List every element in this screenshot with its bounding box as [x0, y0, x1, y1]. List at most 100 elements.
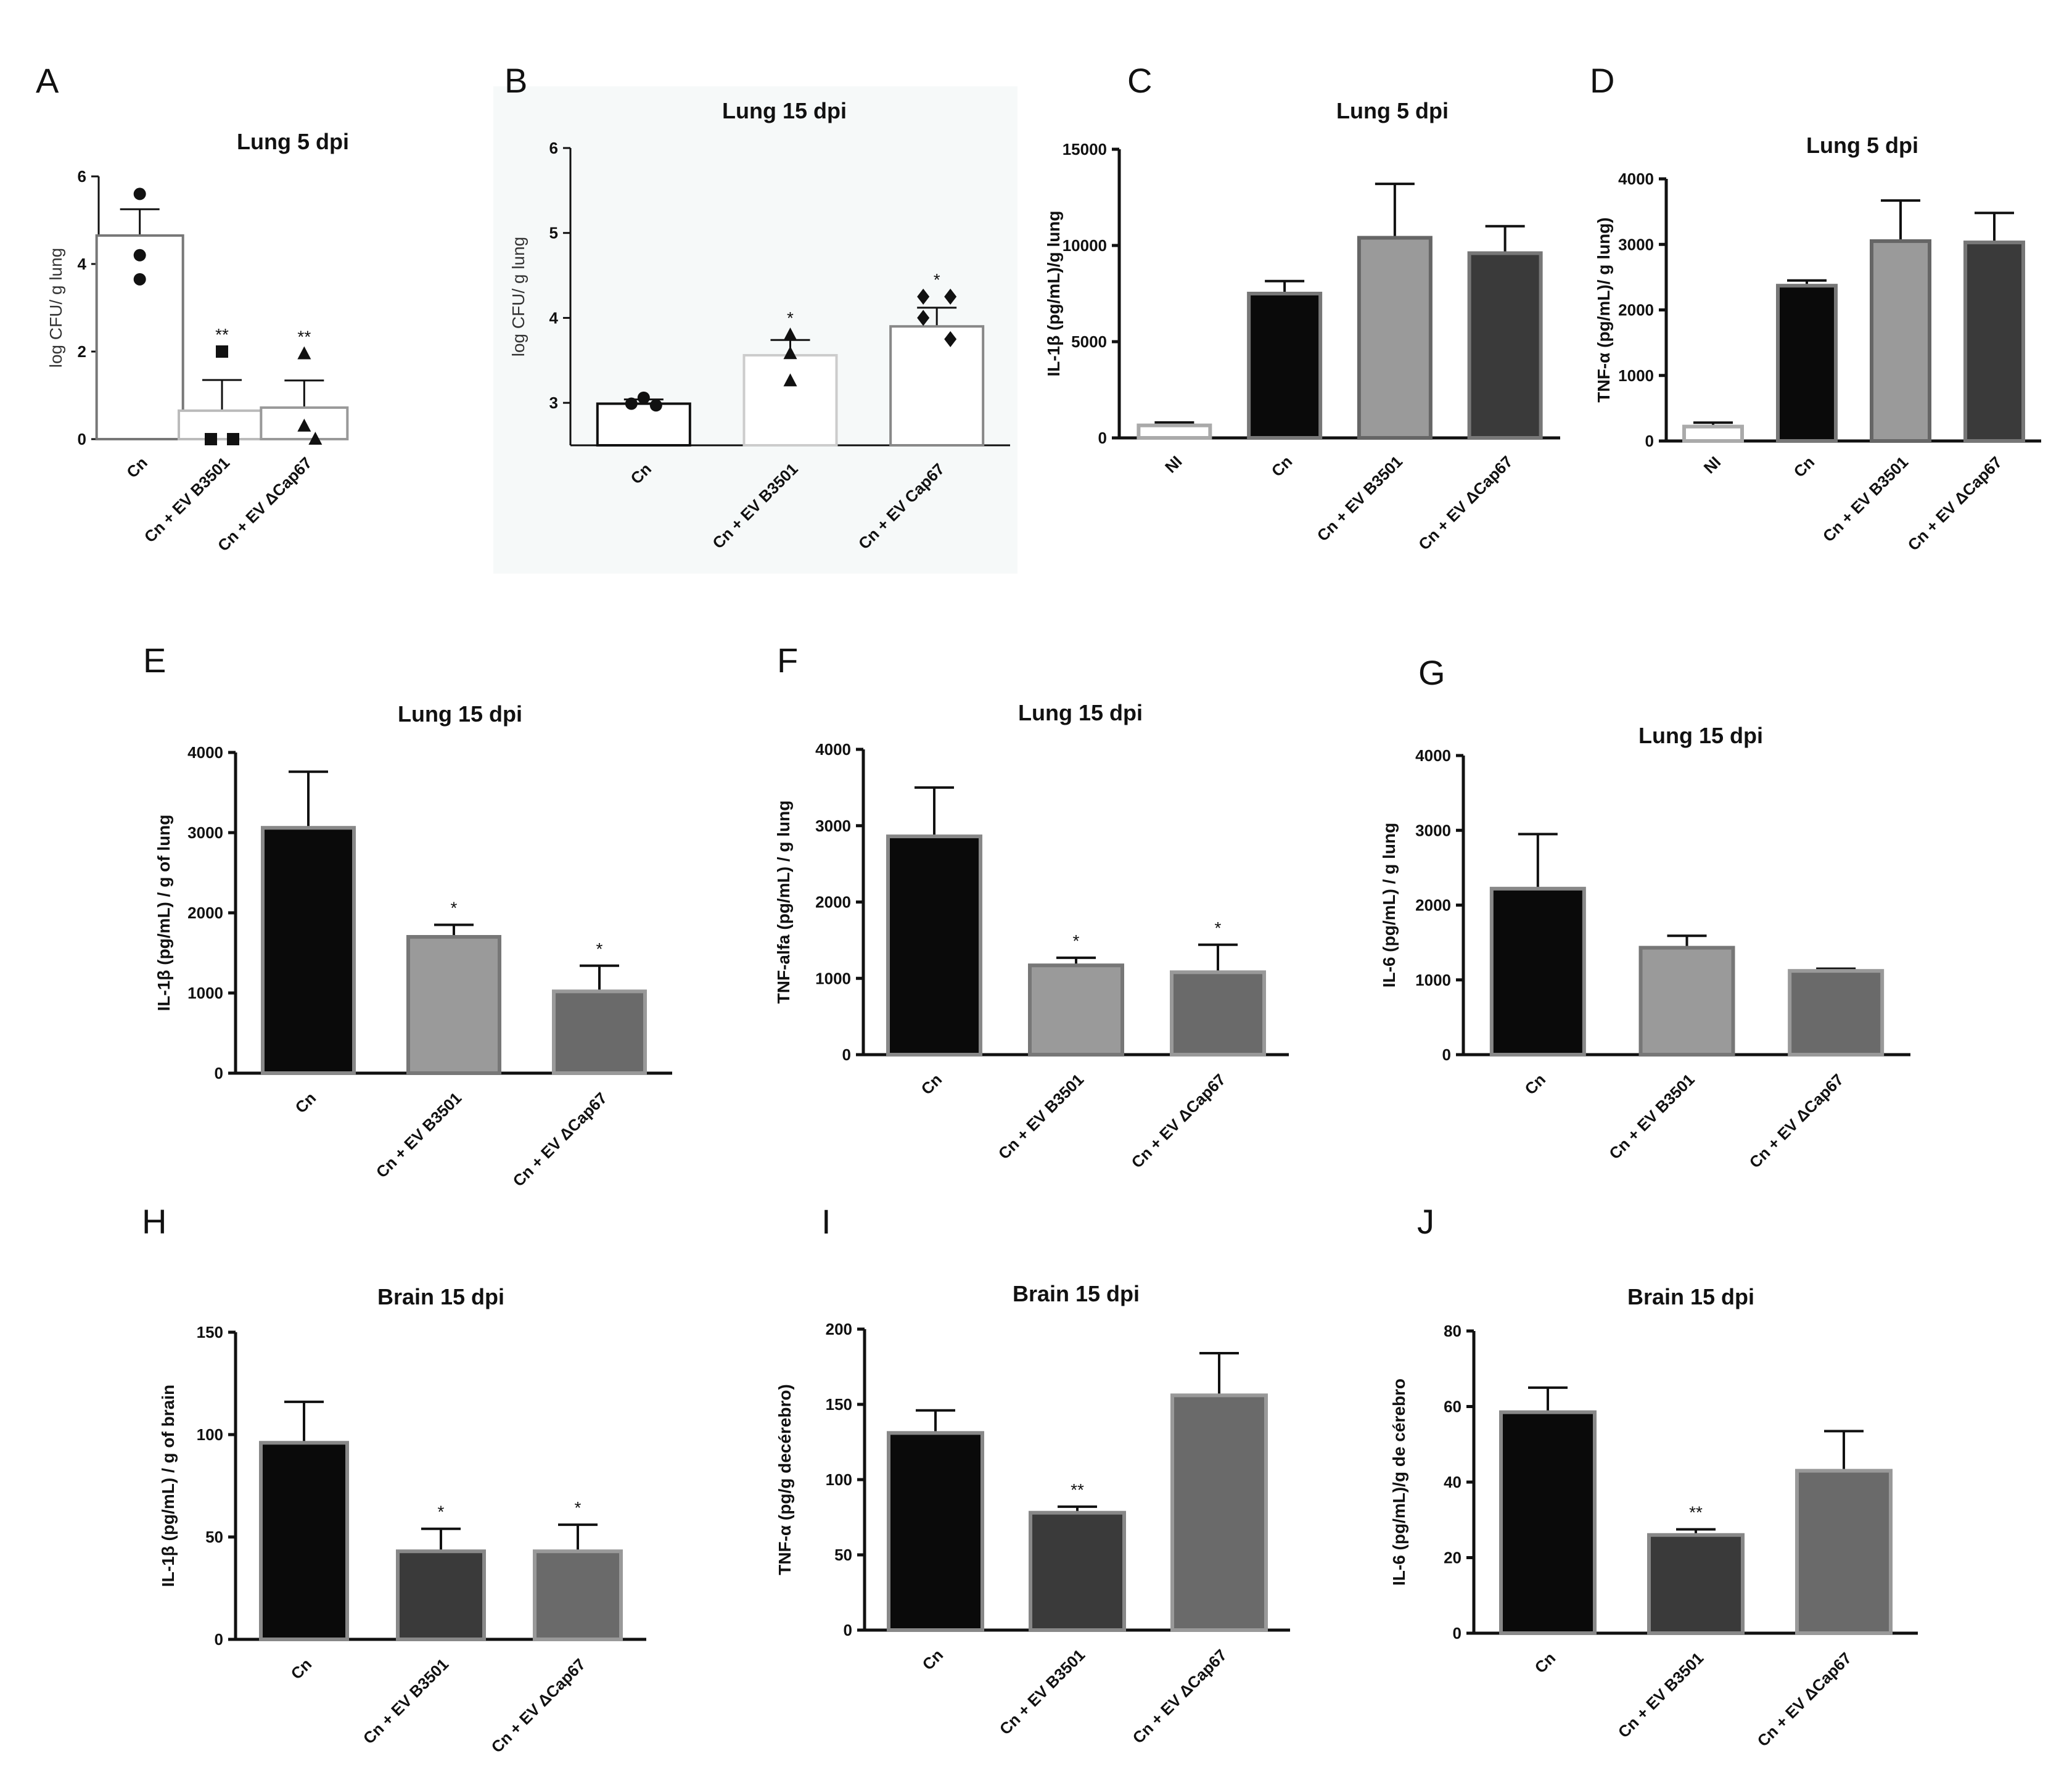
y-axis-label: IL-6 (pg/mL) / g lung: [1379, 823, 1399, 988]
y-tick-label: 2000: [1415, 896, 1451, 915]
y-tick-label: 50: [834, 1546, 852, 1564]
y-axis-label: TNF-alfa (pg/mL) / g lung: [774, 801, 793, 1004]
data-point: [133, 187, 146, 200]
x-tick-label: Cn + EV ΔCap67: [509, 1089, 611, 1190]
data-point: [205, 433, 217, 445]
significance-marker: *: [451, 899, 458, 918]
data-point: [133, 273, 146, 286]
y-tick-label: 150: [826, 1395, 852, 1414]
significance-marker: **: [297, 328, 311, 347]
x-tick-label: Cn: [292, 1089, 320, 1117]
y-tick-label: 0: [1453, 1624, 1462, 1642]
bar: [259, 1441, 349, 1642]
data-point: [297, 346, 311, 360]
significance-marker: *: [596, 939, 603, 958]
bar: [1795, 1469, 1893, 1635]
y-tick-label: 200: [826, 1320, 852, 1338]
significance-marker: **: [1689, 1503, 1703, 1522]
x-tick-label: NI: [1161, 452, 1186, 477]
y-tick-label: 1000: [187, 984, 223, 1002]
panel-letter: H: [142, 1202, 166, 1241]
bar: [1170, 970, 1266, 1057]
x-tick-label: Cn: [918, 1070, 946, 1098]
y-tick-label: 0: [215, 1630, 223, 1649]
bar: [533, 1549, 623, 1641]
bar: [1776, 284, 1838, 443]
chart-title: Lung 5 dpi: [1336, 98, 1449, 123]
x-tick-label: Cn + EV ΔCap67: [488, 1655, 590, 1757]
y-tick-label: 3000: [815, 817, 851, 835]
y-axis-label: IL-6 (pg/mL)/g de cérebro: [1389, 1378, 1408, 1586]
panel-letter: A: [36, 61, 59, 100]
x-tick-label: Cn + EV ΔCap67: [1746, 1070, 1848, 1172]
x-tick-label: Cn: [1790, 453, 1819, 481]
bar: [1247, 292, 1323, 440]
y-tick-label: 60: [1444, 1398, 1462, 1416]
chart-title: Lung 15 dpi: [1638, 723, 1763, 748]
bar: [1467, 251, 1543, 440]
bar: [596, 402, 691, 447]
bar: [1028, 963, 1124, 1057]
y-tick-label: 6: [549, 139, 558, 157]
panel-letter: G: [1418, 653, 1445, 692]
x-tick-label: Cn + EV B3501: [360, 1655, 452, 1747]
bar: [1357, 236, 1433, 440]
x-tick-label: Cn + EV B3501: [1614, 1649, 1707, 1741]
chart-panel-d: D Lung 5 dpi TNF-α (pg/mL)/ g lung) 0 1000 20…: [1590, 61, 2041, 554]
bar: [1682, 424, 1744, 443]
x-tick-label: Cn: [1521, 1070, 1549, 1098]
y-axis-label: TNF-α (pg/mL)/ g lung): [1594, 217, 1613, 402]
bar: [178, 409, 266, 440]
y-tick-label: 3: [549, 393, 558, 412]
x-tick-label: Cn + EV B3501: [995, 1070, 1087, 1163]
y-tick-label: 2: [78, 342, 86, 361]
data-point: [783, 346, 797, 360]
chart-title: Lung 15 dpi: [398, 701, 522, 727]
x-tick-label: NI: [1700, 453, 1725, 477]
y-tick-label: 5: [549, 224, 558, 242]
x-tick-label: Cn + EV ΔCap67: [1129, 1646, 1231, 1747]
y-tick-label: 0: [844, 1621, 852, 1639]
data-point: [917, 310, 930, 326]
chart-title: Brain 15 dpi: [377, 1284, 504, 1309]
significance-marker: *: [438, 1502, 445, 1522]
y-tick-label: 1000: [815, 969, 851, 987]
bar: [1870, 239, 1931, 443]
bar: [887, 1431, 984, 1633]
panel-letter: D: [1590, 61, 1614, 100]
data-point: [216, 345, 228, 358]
x-tick-label: Cn + EV B3501: [1819, 453, 1912, 545]
y-tick-label: 1000: [1618, 366, 1654, 385]
chart-title: Lung 5 dpi: [1806, 133, 1918, 158]
y-axis-label: IL-1β (pg/mL) / g of brain: [158, 1385, 178, 1587]
bar: [1788, 969, 1885, 1057]
bar: [396, 1549, 486, 1641]
significance-marker: *: [934, 270, 940, 289]
panel-letter: F: [777, 641, 798, 680]
y-tick-label: 4000: [815, 740, 851, 759]
y-tick-label: 4000: [1415, 746, 1451, 765]
x-tick-label: Cn + EV B3501: [372, 1089, 465, 1181]
data-point: [227, 433, 239, 445]
x-tick-label: Cn: [1268, 452, 1296, 480]
chart-panel-f: F Lung 15 dpi TNF-alfa (pg/mL) / g lung 0 10…: [774, 641, 1289, 1172]
data-point: [133, 249, 146, 262]
bar: [95, 234, 184, 440]
data-point: [297, 418, 311, 432]
chart-panel-j: J Brain 15 dpi IL-6 (pg/mL)/g de cérebro 0 2…: [1389, 1202, 1918, 1750]
significance-marker: *: [1073, 931, 1080, 950]
bar: [1170, 1393, 1268, 1633]
y-tick-label: 0: [1098, 429, 1107, 447]
panel-letter: I: [821, 1202, 831, 1241]
x-tick-label: Cn + EV B3501: [996, 1646, 1088, 1738]
y-tick-label: 50: [205, 1528, 223, 1546]
y-tick-label: 10000: [1063, 236, 1107, 255]
y-tick-label: 0: [215, 1064, 223, 1082]
x-tick-label: Cn: [919, 1646, 947, 1674]
panel-letter: J: [1417, 1202, 1434, 1241]
y-tick-label: 4: [549, 308, 559, 327]
bar: [886, 834, 982, 1057]
bar: [1647, 1533, 1745, 1635]
y-tick-label: 100: [197, 1425, 223, 1444]
